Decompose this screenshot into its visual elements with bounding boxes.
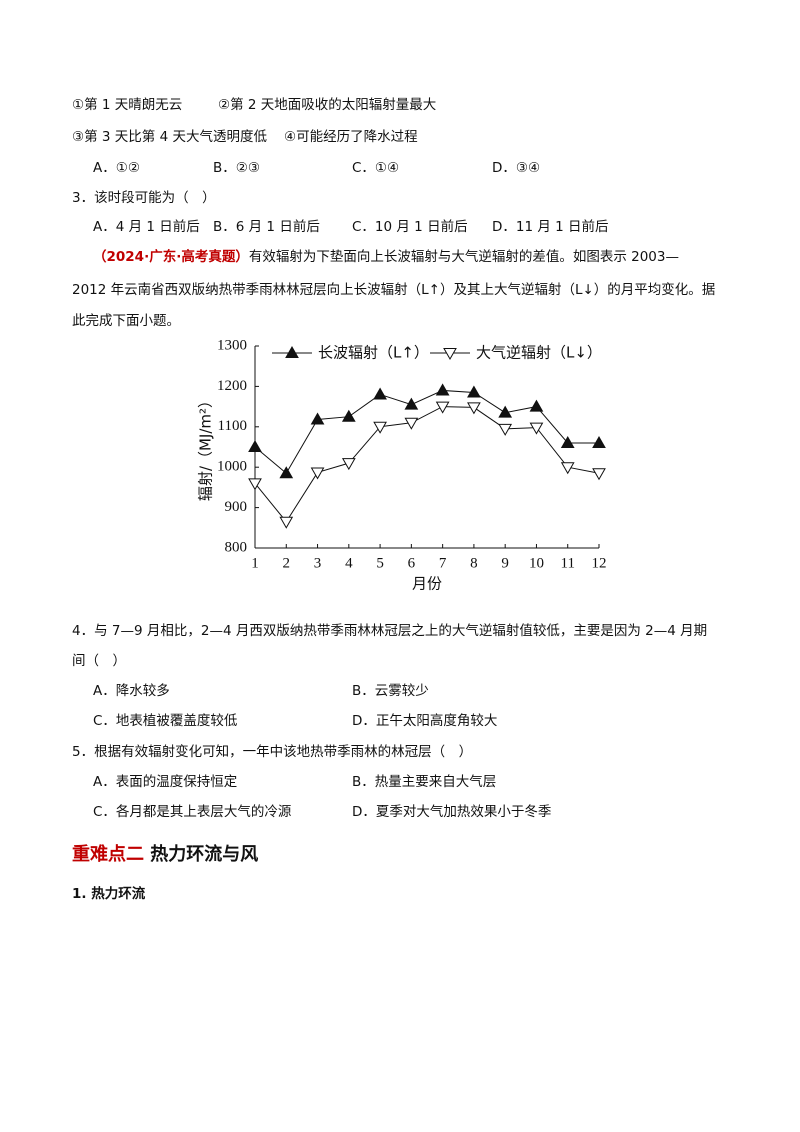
option: A．①② <box>93 160 140 176</box>
option: A．降水较多 <box>93 683 170 699</box>
option: A．4 月 1 日前后 <box>93 219 200 235</box>
y-tick-label: 900 <box>225 499 248 515</box>
option: D．③④ <box>492 160 541 176</box>
x-tick-label: 12 <box>592 555 607 571</box>
marker <box>498 423 513 436</box>
marker <box>285 345 299 358</box>
y-tick-label: 1100 <box>218 418 247 434</box>
y-tick-label: 1200 <box>217 378 247 394</box>
statement: ②第 2 天地面吸收的太阳辐射量最大 <box>218 97 437 113</box>
section-tag: 重难点二 <box>72 844 144 865</box>
series-line <box>254 389 599 475</box>
marker <box>279 516 294 529</box>
legend-label: 长波辐射（L↑） <box>318 344 429 362</box>
question: 3．该时段可能为（ ） <box>72 190 216 206</box>
question: 间（ ） <box>72 653 126 669</box>
marker <box>373 421 387 434</box>
option: C．10 月 1 日前后 <box>352 219 468 235</box>
option: B．6 月 1 日前后 <box>213 219 320 235</box>
statement: ④可能经历了降水过程 <box>284 129 418 145</box>
marker <box>592 435 606 448</box>
marker <box>529 399 544 412</box>
marker <box>248 439 262 452</box>
x-tick-label: 9 <box>501 555 509 571</box>
x-tick-label: 11 <box>561 555 575 571</box>
marker <box>467 402 481 415</box>
marker <box>373 387 387 400</box>
marker <box>404 417 419 430</box>
option: A．表面的温度保持恒定 <box>93 774 238 790</box>
marker <box>341 409 356 422</box>
option: C．①④ <box>352 160 400 176</box>
y-axis-label: 辐射/（MJ/m²） <box>197 393 215 501</box>
marker <box>248 478 262 491</box>
question: 4．与 7—9 月相比，2—4 月西双版纳热带季雨林林冠层之上的大气逆辐射值较低… <box>72 623 708 639</box>
x-tick-label: 6 <box>408 555 416 571</box>
statement: ①第 1 天晴朗无云 <box>72 97 183 113</box>
option: D．正午太阳高度角较大 <box>352 713 498 729</box>
y-tick-label: 1300 <box>217 337 247 353</box>
marker <box>560 435 575 448</box>
x-tick-label: 3 <box>314 555 322 571</box>
marker <box>529 422 544 435</box>
x-axis-label: 月份 <box>412 575 442 593</box>
subsection: 1. 热力环流 <box>72 886 146 902</box>
marker <box>443 348 457 361</box>
x-tick-label: 5 <box>376 555 384 571</box>
marker <box>341 458 356 471</box>
marker <box>467 385 481 398</box>
option: C．各月都是其上表层大气的冷源 <box>93 804 292 820</box>
option: B．②③ <box>213 160 260 176</box>
intro-line: 此完成下面小题。 <box>72 313 180 329</box>
option: B．热量主要来自大气层 <box>352 774 497 790</box>
source: （2024·广东·高考真题） <box>93 249 249 265</box>
marker <box>310 412 325 425</box>
section-heading: 重难点二 热力环流与风 <box>72 843 258 867</box>
option: C．地表植被覆盖度较低 <box>93 713 238 729</box>
intro-line: 2012 年云南省西双版纳热带季雨林林冠层向上长波辐射（L↑）及其上大气逆辐射（… <box>72 282 716 298</box>
intro-text: 有效辐射为下垫面向上长波辐射与大气逆辐射的差值。如图表示 2003— <box>248 249 679 265</box>
marker <box>435 383 450 396</box>
option: D．11 月 1 日前后 <box>492 219 609 235</box>
x-tick-label: 10 <box>529 555 544 571</box>
legend-label: 大气逆辐射（L↓） <box>476 344 602 362</box>
marker <box>435 401 450 414</box>
x-tick-label: 2 <box>283 555 291 571</box>
option: D．夏季对大气加热效果小于冬季 <box>352 804 552 820</box>
y-tick-label: 800 <box>225 539 248 555</box>
marker <box>560 462 575 475</box>
question: 5．根据有效辐射变化可知，一年中该地热带季雨林的林冠层（ ） <box>72 744 473 760</box>
marker <box>404 397 419 410</box>
statement: ③第 3 天比第 4 天大气透明度低 <box>72 129 267 145</box>
x-tick-label: 8 <box>470 555 478 571</box>
x-tick-label: 4 <box>345 555 353 571</box>
section-title: 热力环流与风 <box>150 844 259 865</box>
marker <box>498 405 513 418</box>
intro-line: （2024·广东·高考真题）有效辐射为下垫面向上长波辐射与大气逆辐射的差值。如图… <box>93 248 679 266</box>
option: B．云雾较少 <box>352 683 429 699</box>
marker <box>310 467 325 480</box>
marker <box>592 468 606 481</box>
marker <box>279 466 294 479</box>
y-tick-label: 1000 <box>217 459 247 475</box>
x-tick-label: 7 <box>439 555 447 571</box>
x-tick-label: 1 <box>251 555 259 571</box>
series-line <box>254 406 600 523</box>
